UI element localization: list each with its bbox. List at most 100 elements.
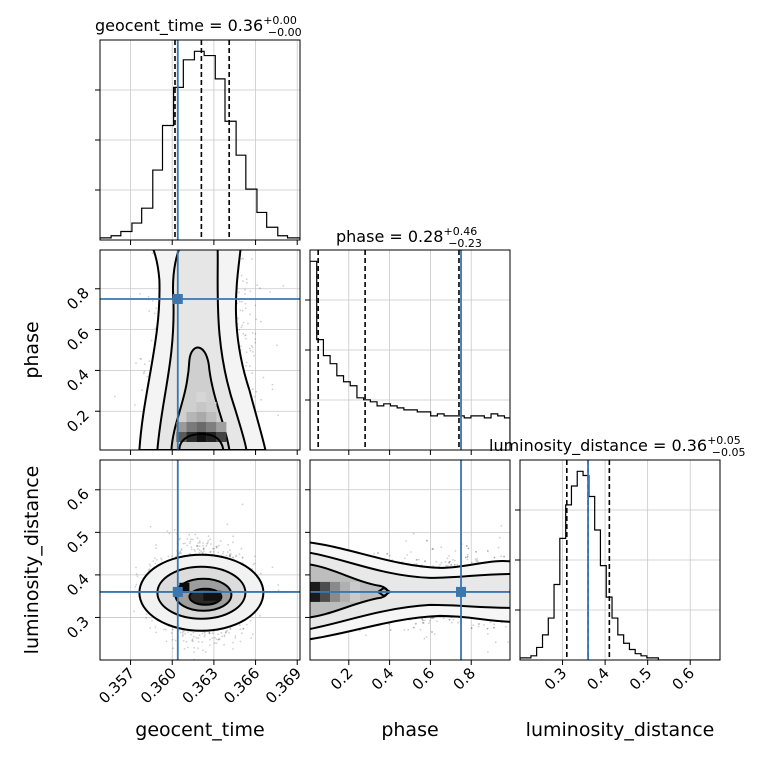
scatter-point bbox=[245, 351, 248, 354]
scatter-point bbox=[214, 636, 217, 639]
scatter-point bbox=[152, 560, 155, 563]
scatter-point bbox=[246, 623, 248, 626]
scatter-point bbox=[271, 388, 274, 391]
scatter-point bbox=[171, 555, 173, 557]
scatter-point bbox=[244, 293, 246, 295]
scatter-point bbox=[182, 633, 184, 636]
scatter-point bbox=[164, 628, 167, 631]
scatter-point bbox=[155, 547, 157, 549]
scatter-point bbox=[193, 651, 196, 653]
scatter-point bbox=[198, 545, 201, 547]
scatter-point bbox=[260, 572, 262, 575]
scatter-point bbox=[229, 628, 232, 630]
scatter-point bbox=[246, 281, 248, 284]
scatter-point bbox=[153, 312, 156, 315]
scatter-point bbox=[222, 551, 225, 553]
scatter-point bbox=[251, 258, 253, 260]
scatter-point bbox=[225, 630, 228, 632]
scatter-point bbox=[198, 549, 201, 551]
scatter-point bbox=[216, 546, 218, 549]
scatter-point bbox=[229, 555, 232, 558]
scatter-point bbox=[155, 558, 158, 561]
scatter-point bbox=[251, 388, 254, 391]
scatter-point bbox=[173, 529, 176, 531]
scatter-point bbox=[215, 642, 218, 644]
scatter-point bbox=[215, 545, 218, 548]
scatter-point bbox=[238, 291, 240, 294]
scatter-point bbox=[223, 635, 226, 638]
scatter-point bbox=[235, 554, 238, 557]
scatter-point bbox=[213, 547, 215, 550]
scatter-point bbox=[247, 322, 249, 325]
scatter-point bbox=[160, 557, 162, 559]
scatter-point bbox=[238, 328, 241, 331]
scatter-point bbox=[200, 550, 203, 553]
scatter-point bbox=[148, 310, 151, 312]
scatter-point bbox=[207, 540, 210, 542]
scatter-point bbox=[232, 541, 234, 544]
scatter-point bbox=[182, 630, 185, 633]
scatter-point bbox=[251, 346, 254, 349]
scatter-point bbox=[212, 547, 214, 550]
scatter-point bbox=[187, 247, 189, 249]
scatter-point bbox=[186, 538, 189, 540]
scatter-point bbox=[223, 643, 226, 646]
scatter-point bbox=[151, 619, 153, 622]
scatter-point bbox=[244, 334, 247, 336]
scatter-point bbox=[239, 309, 242, 312]
scatter-point bbox=[228, 554, 231, 557]
scatter-point bbox=[208, 632, 211, 634]
scatter-point bbox=[183, 648, 186, 650]
scatter-point bbox=[254, 332, 257, 335]
scatter-point bbox=[194, 533, 197, 536]
scatter-point bbox=[201, 552, 204, 554]
scatter-point bbox=[259, 320, 262, 323]
scatter-point bbox=[113, 395, 116, 398]
scatter-point bbox=[244, 302, 247, 305]
scatter-point bbox=[151, 300, 154, 302]
scatter-point bbox=[253, 395, 256, 398]
scatter-point bbox=[205, 242, 207, 244]
scatter-point bbox=[240, 345, 242, 348]
scatter-point bbox=[213, 642, 216, 645]
scatter-point bbox=[248, 347, 251, 350]
scatter-point bbox=[179, 631, 182, 634]
scatter-point bbox=[249, 619, 252, 622]
scatter-point bbox=[229, 627, 232, 630]
scatter-point bbox=[142, 372, 145, 375]
scatter-point bbox=[209, 638, 211, 641]
scatter-point bbox=[228, 555, 231, 557]
scatter-point bbox=[150, 339, 153, 342]
scatter-point bbox=[207, 247, 209, 249]
scatter-point bbox=[220, 632, 223, 634]
scatter-point bbox=[255, 390, 258, 393]
scatter-point bbox=[194, 550, 196, 552]
scatter-point bbox=[188, 450, 190, 452]
scatter-point bbox=[181, 632, 184, 634]
scatter-point bbox=[143, 370, 146, 373]
scatter-point bbox=[147, 296, 150, 298]
scatter-point bbox=[244, 307, 247, 310]
panel-0-0 bbox=[100, 40, 300, 240]
scatter-point bbox=[218, 638, 220, 640]
scatter-point bbox=[208, 631, 211, 634]
scatter-point bbox=[205, 544, 208, 547]
scatter-point bbox=[229, 549, 231, 552]
scatter-point bbox=[148, 360, 151, 363]
scatter-point bbox=[149, 627, 152, 629]
scatter-point bbox=[242, 257, 245, 260]
scatter-point bbox=[229, 555, 232, 557]
scatter-point bbox=[206, 542, 208, 545]
scatter-point bbox=[253, 555, 256, 558]
scatter-point bbox=[217, 638, 220, 641]
scatter-point bbox=[134, 404, 136, 406]
scatter-point bbox=[202, 547, 205, 550]
scatter-point bbox=[135, 362, 137, 365]
scatter-point bbox=[259, 614, 261, 617]
scatter-point bbox=[146, 375, 149, 378]
scatter-point bbox=[282, 284, 285, 287]
scatter-point bbox=[204, 651, 207, 653]
scatter-point bbox=[135, 583, 138, 586]
scatter-point bbox=[133, 610, 136, 613]
scatter-point bbox=[244, 334, 246, 337]
